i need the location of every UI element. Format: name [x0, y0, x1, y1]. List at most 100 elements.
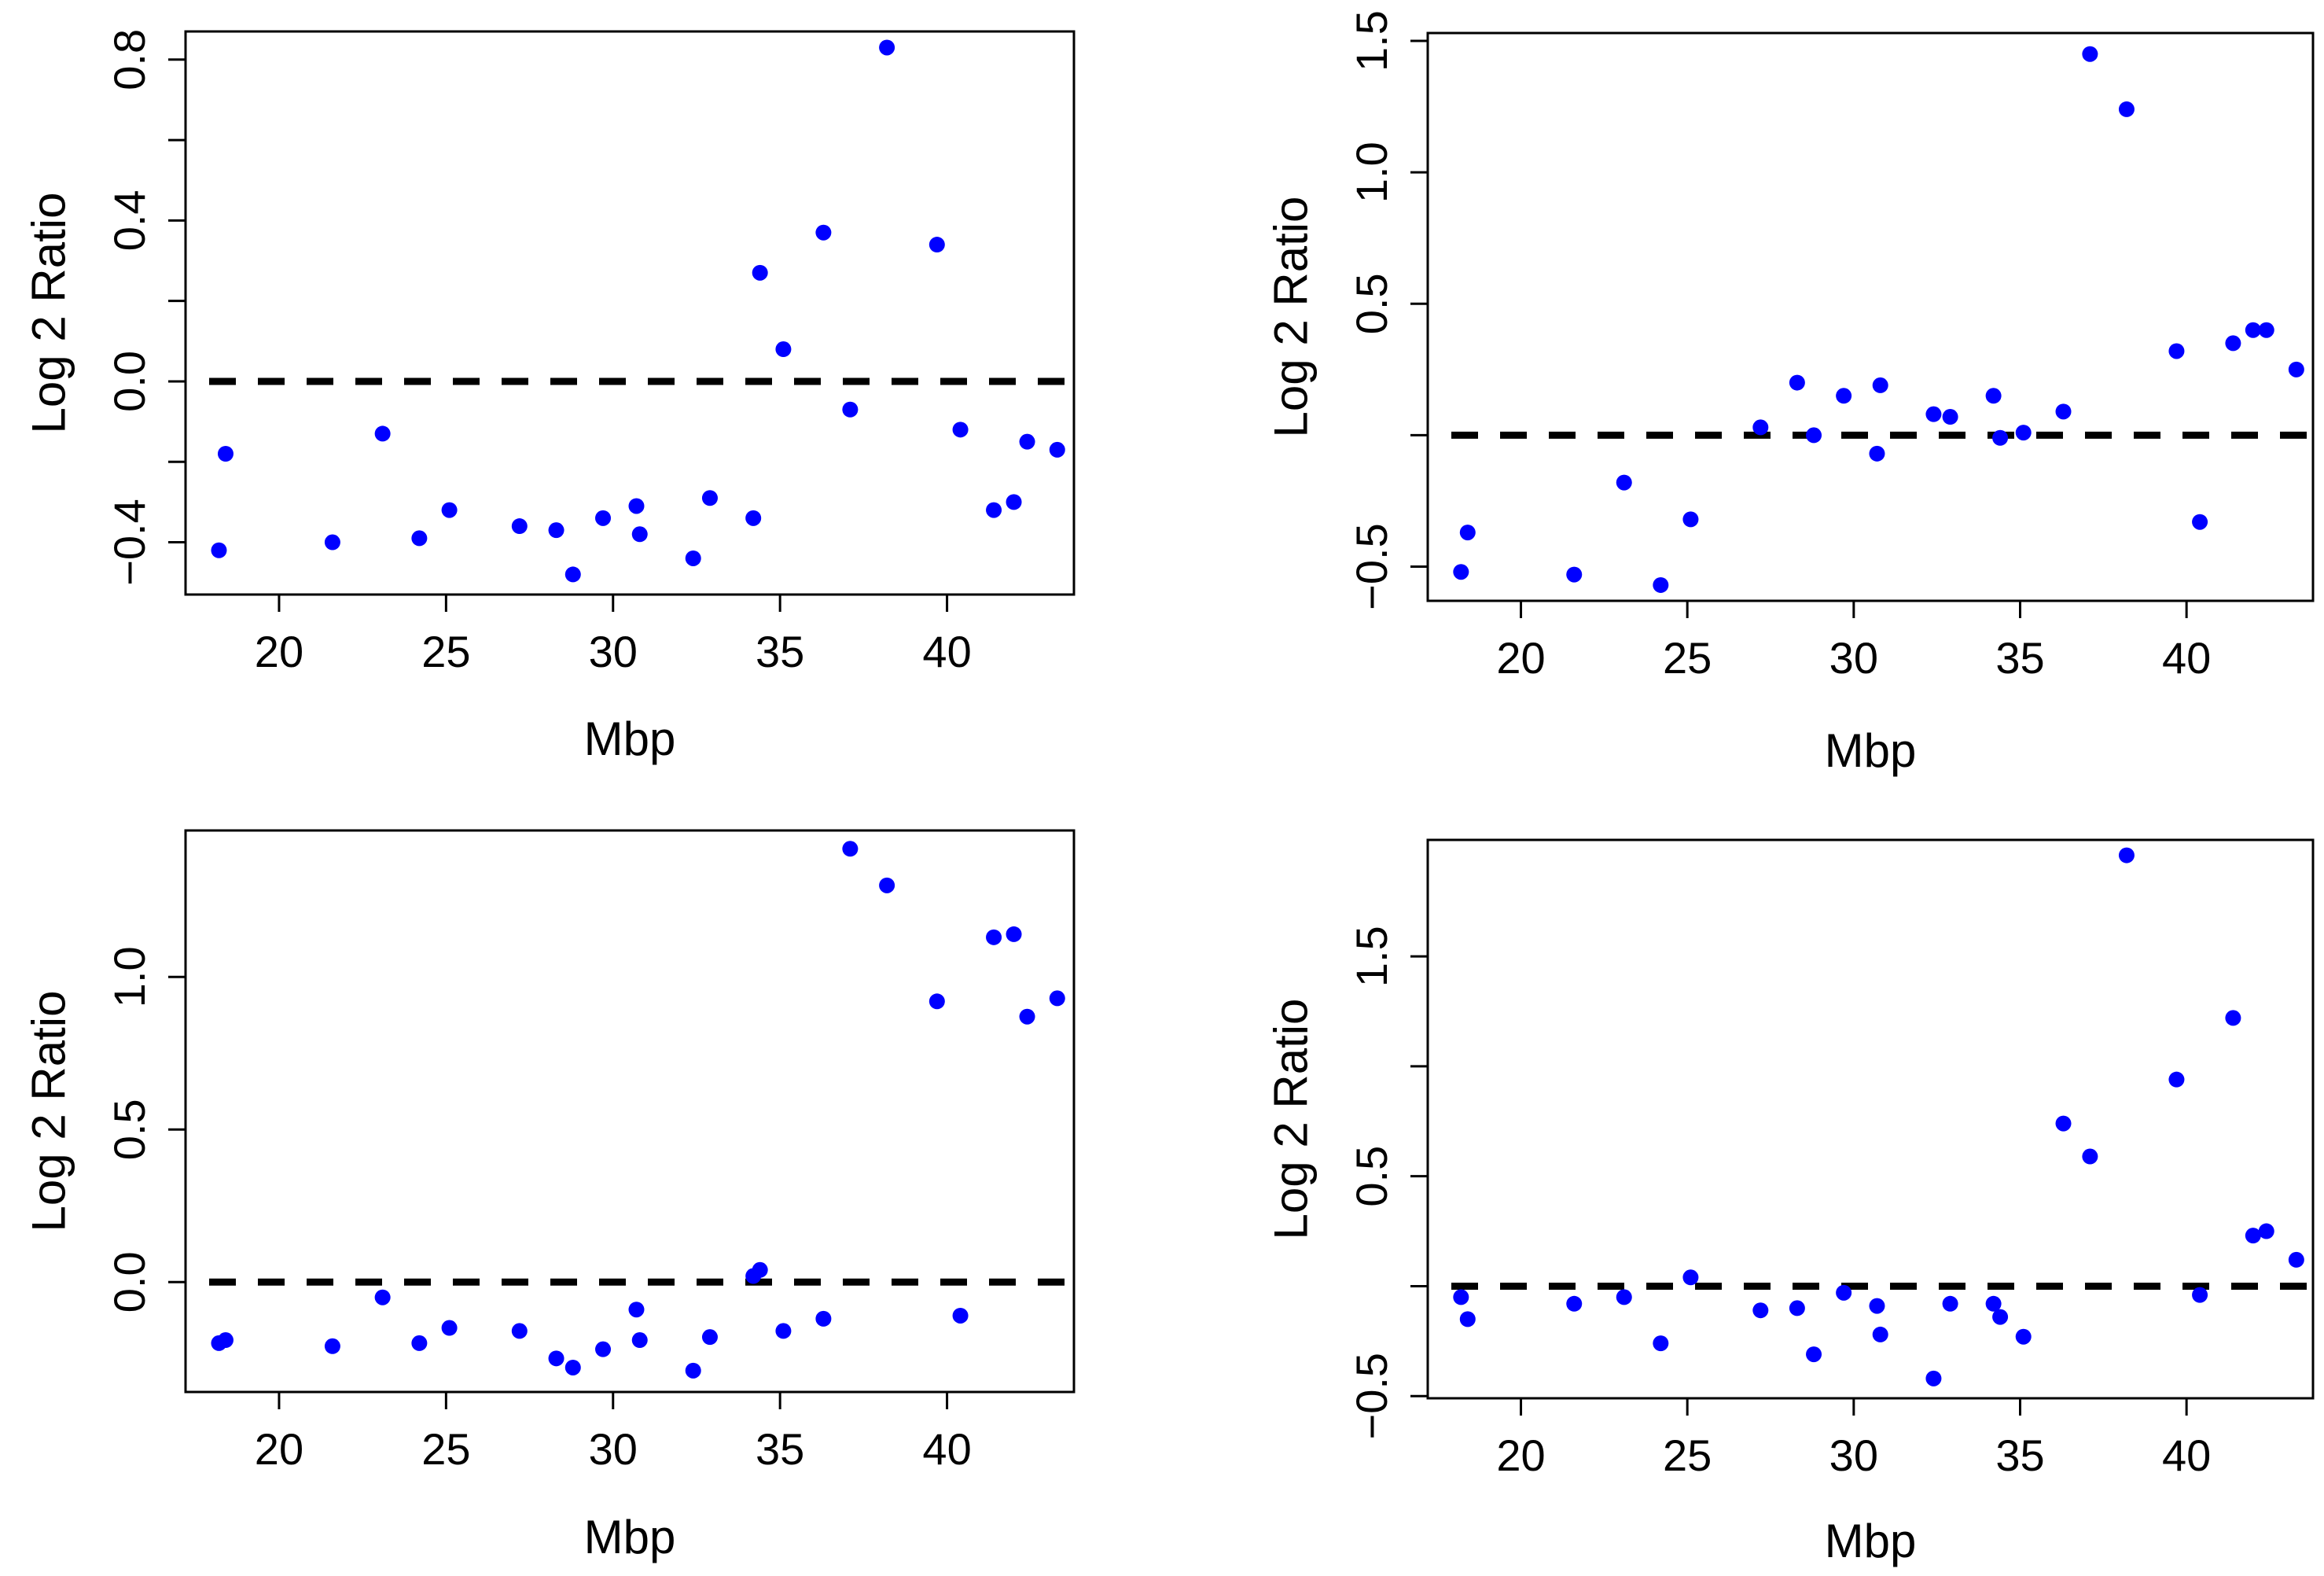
- data-point: [1616, 474, 1632, 491]
- data-point: [628, 498, 645, 514]
- data-point: [548, 1350, 564, 1367]
- data-point: [324, 534, 340, 550]
- panel-bottom-left: 20 25 30 35 40 0.0 0.5 1.0 Mbp Log 2 Ratio: [23, 829, 1076, 1563]
- data-point: [2192, 514, 2208, 530]
- y-tick-label: −0.4: [105, 499, 154, 586]
- data-point: [1985, 388, 2002, 404]
- data-point: [2082, 46, 2098, 62]
- data-point: [1653, 576, 1669, 593]
- data-point: [2258, 322, 2274, 338]
- y-tick-label: 0.0: [105, 1251, 154, 1313]
- x-tick-label: 30: [1829, 633, 1878, 683]
- data-point: [1453, 564, 1469, 580]
- data-point: [441, 502, 458, 518]
- data-point: [1806, 1346, 1822, 1363]
- plot-frame: [1426, 838, 2315, 1400]
- data-point: [411, 530, 428, 547]
- x-axis-title: Mbp: [584, 713, 676, 765]
- x-axis-title: Mbp: [1825, 724, 1917, 777]
- data-point: [1942, 1295, 1958, 1312]
- data-point: [324, 1338, 340, 1354]
- x-tick-label: 30: [1829, 1431, 1878, 1480]
- data-point: [842, 841, 859, 857]
- y-axis-title: Log 2 Ratio: [23, 193, 75, 434]
- data-point: [631, 1332, 648, 1349]
- y-tick-label: 0.8: [105, 29, 154, 90]
- data-point: [1006, 494, 1022, 510]
- data-point: [1992, 429, 2009, 446]
- data-point: [775, 1323, 792, 1339]
- x-tick-label: 40: [2162, 633, 2211, 683]
- x-tick-label: 35: [756, 1424, 804, 1474]
- data-point: [879, 877, 895, 893]
- x-tick-label: 25: [421, 1424, 470, 1474]
- panel-bottom-right: 20 25 30 35 40 −0.5 0.5 1.5 Mbp Log 2 Ratio: [1265, 838, 2315, 1567]
- data-point: [815, 224, 832, 241]
- data-point: [752, 264, 768, 281]
- data-point: [217, 446, 234, 462]
- y-tick-label: 1.0: [105, 946, 154, 1007]
- data-point: [1789, 1300, 1805, 1316]
- data-point: [2168, 343, 2185, 359]
- data-point: [511, 518, 528, 535]
- data-point: [815, 1310, 832, 1327]
- data-point: [2225, 1010, 2241, 1026]
- data-point: [1682, 511, 1699, 528]
- x-tick-label: 35: [1995, 633, 2044, 683]
- data-point: [842, 401, 859, 418]
- data-point: [1942, 409, 1958, 425]
- x-tick-label: 20: [1496, 633, 1545, 683]
- data-point: [1836, 1284, 1852, 1301]
- y-tick-label: −0.5: [1347, 1353, 1396, 1440]
- data-point: [952, 422, 969, 438]
- y-tick-label: 1.5: [1347, 10, 1396, 72]
- data-point: [2245, 1228, 2261, 1244]
- panel-top-left: 20 25 30 35 40 −0.4 0.0 0.4 0.8 Mbp Log 2 Ratio: [23, 29, 1076, 765]
- data-point: [1566, 566, 1583, 583]
- y-axis-title: Log 2 Ratio: [23, 991, 75, 1232]
- data-point: [1836, 388, 1852, 404]
- data-point: [1006, 926, 1022, 942]
- data-point: [2258, 1223, 2274, 1239]
- data-point: [1682, 1269, 1699, 1286]
- plot-frame: [1426, 31, 2315, 602]
- data-point: [1459, 525, 1476, 541]
- data-point: [548, 522, 564, 539]
- data-point: [374, 1289, 391, 1305]
- data-point: [1049, 990, 1065, 1007]
- data-point: [1789, 374, 1805, 391]
- data-point: [1049, 441, 1065, 458]
- data-point: [2118, 101, 2135, 117]
- data-point: [775, 341, 792, 358]
- y-tick-label: 0.5: [1347, 1146, 1396, 1207]
- panel-top-right: 20 25 30 35 40 −0.5 0.5 1.0 1.5 Mbp Log 2 Ratio: [1265, 10, 2315, 777]
- data-point: [986, 929, 1002, 945]
- x-tick-label: 25: [421, 627, 470, 676]
- data-point: [411, 1335, 428, 1351]
- data-point: [745, 510, 762, 526]
- data-point: [2015, 425, 2032, 441]
- data-point: [2168, 1071, 2185, 1088]
- data-point: [2055, 403, 2072, 420]
- data-point: [2082, 1148, 2098, 1165]
- data-point: [631, 526, 648, 543]
- data-point: [928, 993, 945, 1010]
- data-point: [1752, 1302, 1769, 1319]
- data-point: [1566, 1295, 1583, 1312]
- data-point: [628, 1302, 645, 1318]
- data-point: [2015, 1328, 2032, 1345]
- data-point: [1752, 419, 1769, 436]
- x-tick-label: 20: [1496, 1431, 1545, 1480]
- data-point: [1985, 1295, 2002, 1312]
- data-point: [879, 39, 895, 56]
- data-point: [701, 490, 718, 506]
- data-point: [511, 1323, 528, 1339]
- x-tick-label: 20: [255, 1424, 303, 1474]
- x-tick-label: 30: [589, 1424, 638, 1474]
- data-point: [1872, 1326, 1888, 1342]
- data-point: [1992, 1309, 2009, 1325]
- y-tick-label: 0.5: [105, 1099, 154, 1160]
- data-point: [685, 550, 701, 566]
- x-tick-label: 40: [922, 1424, 971, 1474]
